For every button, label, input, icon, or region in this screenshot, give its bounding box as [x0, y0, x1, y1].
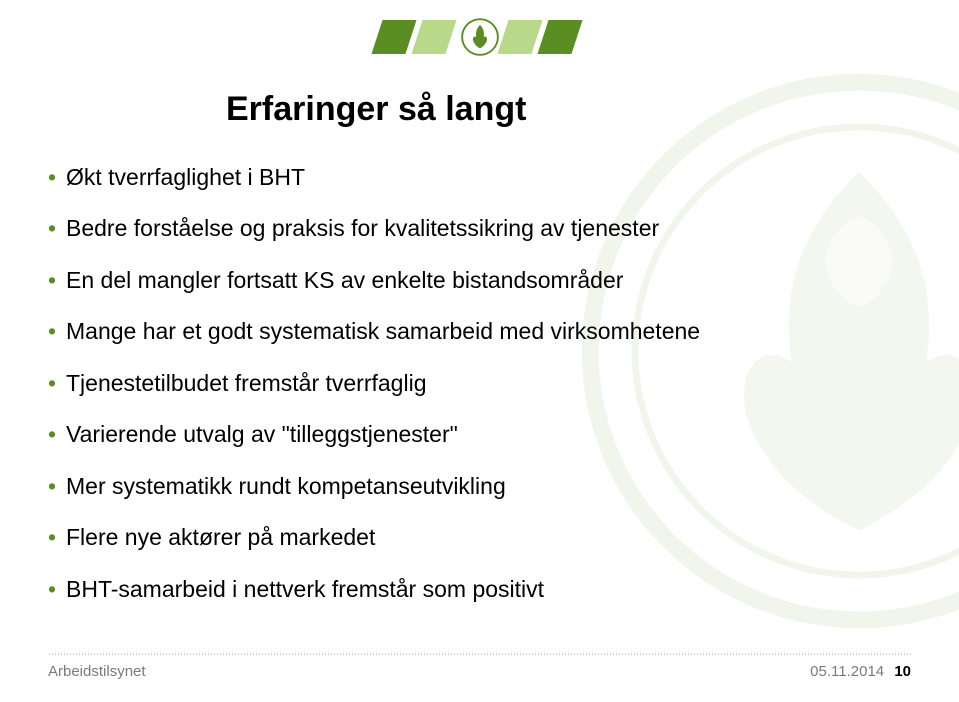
footer-meta: 05.11.2014 10	[810, 663, 911, 680]
logo-stripe	[537, 20, 582, 54]
list-item: Varierende utvalg av "tilleggstjenester"	[48, 420, 911, 449]
list-item: En del mangler fortsatt KS av enkelte bi…	[48, 266, 911, 295]
slide-title: Erfaringer så langt	[226, 90, 911, 129]
logo-stripe	[411, 20, 456, 54]
footer-date: 05.11.2014	[810, 663, 884, 680]
list-item: Tjenestetilbudet fremstår tverrfaglig	[48, 369, 911, 398]
header-logo	[377, 18, 583, 56]
list-item: BHT-samarbeid i nettverk fremstår som po…	[48, 575, 911, 604]
footer-org: Arbeidstilsynet	[48, 663, 146, 680]
list-item: Økt tverrfaglighet i BHT	[48, 163, 911, 192]
logo-emblem-icon	[461, 18, 499, 56]
slide-footer: Arbeidstilsynet 05.11.2014 10	[48, 653, 911, 680]
bullet-list: Økt tverrfaglighet i BHT Bedre forståels…	[48, 163, 911, 604]
logo-stripe	[371, 20, 416, 54]
slide-content: Erfaringer så langt Økt tverrfaglighet i…	[48, 90, 911, 626]
footer-page-number: 10	[894, 663, 911, 680]
footer-divider	[48, 653, 911, 655]
list-item: Mange har et godt systematisk samarbeid …	[48, 317, 911, 346]
logo-stripe	[497, 20, 542, 54]
list-item: Bedre forståelse og praksis for kvalitet…	[48, 214, 911, 243]
list-item: Flere nye aktører på markedet	[48, 523, 911, 552]
list-item: Mer systematikk rundt kompetanseutviklin…	[48, 472, 911, 501]
